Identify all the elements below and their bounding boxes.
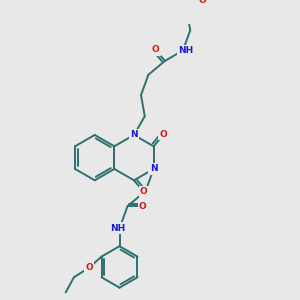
Text: N: N	[150, 164, 158, 173]
Text: O: O	[198, 0, 206, 5]
Text: O: O	[85, 263, 93, 272]
Text: NH: NH	[110, 224, 126, 233]
Text: O: O	[160, 130, 167, 139]
Text: O: O	[140, 188, 148, 196]
Text: N: N	[130, 130, 138, 140]
Text: O: O	[139, 202, 147, 211]
Text: NH: NH	[178, 46, 193, 55]
Text: O: O	[152, 45, 160, 54]
